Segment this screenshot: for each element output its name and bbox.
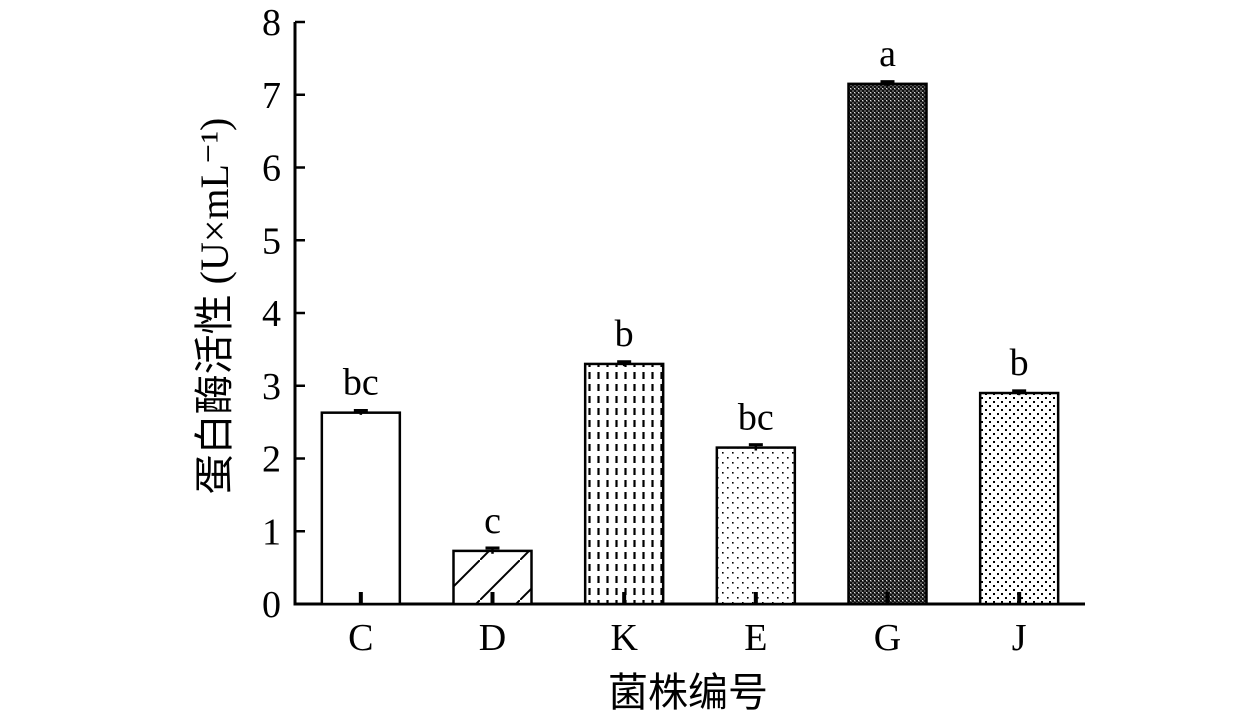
y-tick-label: 2 [262,439,281,481]
x-axis-label: 菌株编号 [608,670,768,715]
bars-group [320,80,1060,606]
bar-J [978,391,1060,606]
x-tick-label-J: J [1012,617,1027,659]
significance-label-J: b [1010,342,1029,384]
y-tick-label: 6 [262,148,281,190]
significance-label-C: bc [343,362,379,404]
bar-E [715,446,797,606]
significance-label-E: bc [738,397,774,439]
x-tick-label-C: C [348,617,373,659]
x-tick-label-G: G [874,617,901,659]
significance-label-G: a [879,33,896,75]
x-tick-label-K: K [610,617,638,659]
significance-label-D: c [484,500,501,542]
y-tick-label: 3 [262,366,281,408]
bar-G [847,82,928,606]
y-tick-label: 0 [262,584,281,626]
bar-K [583,362,665,606]
y-tick-label: 5 [262,220,281,262]
y-tick-label: 4 [262,293,281,335]
y-tick-label: 1 [262,511,281,553]
significance-label-K: b [615,313,634,355]
x-tick-label-E: E [744,617,767,659]
y-tick-label: 8 [262,2,281,44]
x-tick-label-D: D [479,617,506,659]
y-tick-label: 7 [262,75,281,117]
y-axis-label: 蛋白酶活性 (U×mL⁻¹) [192,118,237,495]
axes: 0 1 2 3 4 5 6 7 8 [262,2,1085,626]
labels-group: bc Cc Db Kbc Ea Gb J [343,33,1029,659]
bar-C [320,411,402,606]
